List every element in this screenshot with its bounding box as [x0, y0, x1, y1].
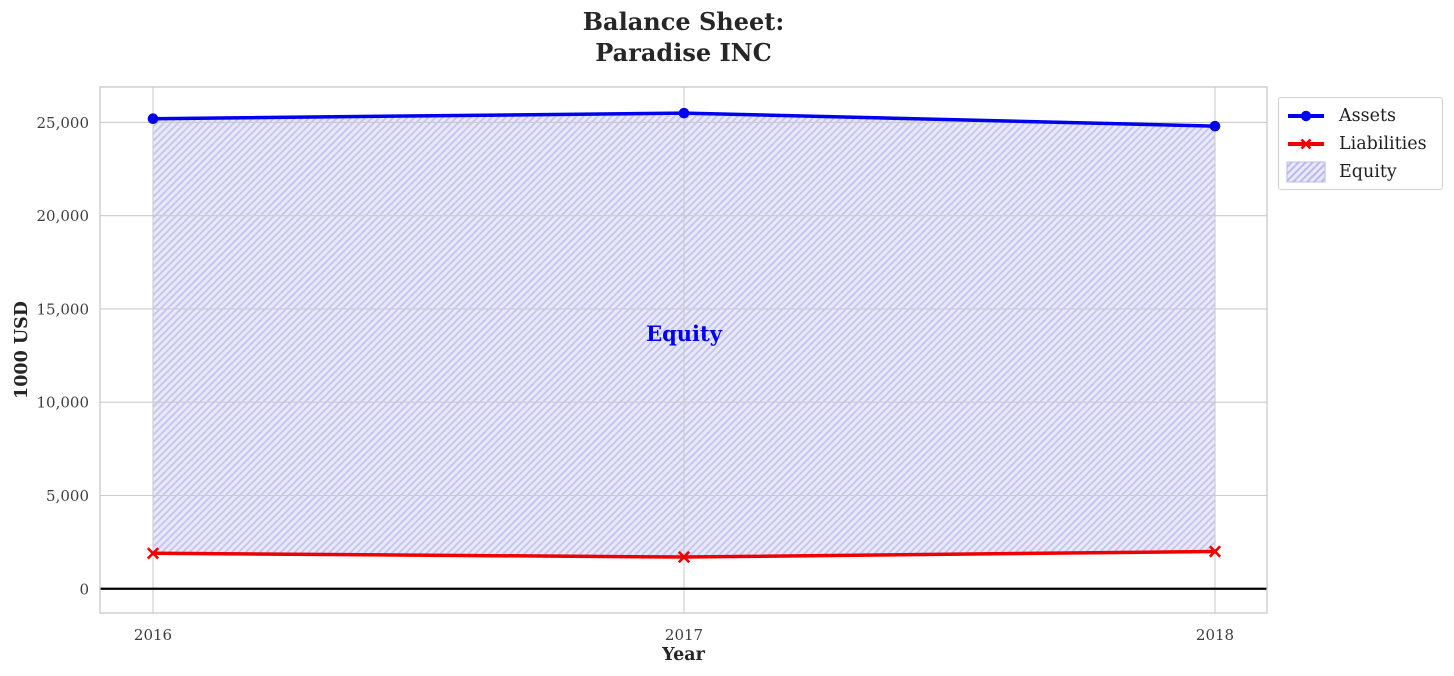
assets-line-marker-icon — [1288, 110, 1324, 121]
y-tick-label: 5,000 — [46, 487, 89, 505]
y-axis-label: 1000 USD — [12, 301, 32, 399]
chart-title-line-2: Paradise INC — [595, 38, 772, 67]
y-tick-label: 20,000 — [37, 207, 90, 225]
y-tick-label: 15,000 — [37, 300, 90, 318]
equity-hatch-swatch-icon — [1286, 161, 1326, 182]
assets-marker — [1209, 120, 1221, 132]
assets-marker — [678, 107, 690, 119]
y-tick-label: 25,000 — [37, 114, 90, 132]
x-tick-label: 2018 — [1196, 626, 1234, 644]
legend-label-assets: Assets — [1339, 105, 1396, 126]
equity-annotation: Equity — [646, 321, 722, 346]
x-tick-label: 2017 — [665, 626, 703, 644]
chart-title: Balance Sheet: Paradise INC — [100, 6, 1267, 68]
liabilities-line-marker-icon — [1288, 138, 1324, 149]
y-tick-label: 0 — [79, 580, 89, 598]
liabilities-marker — [146, 547, 160, 560]
x-axis-label: Year — [662, 645, 705, 665]
liabilities-marker — [677, 550, 691, 564]
legend-label-equity: Equity — [1339, 161, 1397, 182]
legend-item-equity: Equity — [1286, 160, 1434, 183]
assets-marker — [147, 113, 159, 125]
legend-item-liabilities: Liabilities — [1286, 132, 1434, 155]
plot-frame — [99, 86, 1268, 614]
legend-label-liabilities: Liabilities — [1339, 133, 1427, 154]
liabilities-marker — [1208, 545, 1222, 558]
y-tick-label: 10,000 — [37, 394, 90, 412]
x-tick-label: 2016 — [134, 626, 172, 644]
chart-title-line-1: Balance Sheet: — [582, 7, 785, 36]
legend-item-assets: Assets — [1286, 104, 1434, 127]
legend: Assets Liabilities Equity — [1278, 97, 1443, 190]
